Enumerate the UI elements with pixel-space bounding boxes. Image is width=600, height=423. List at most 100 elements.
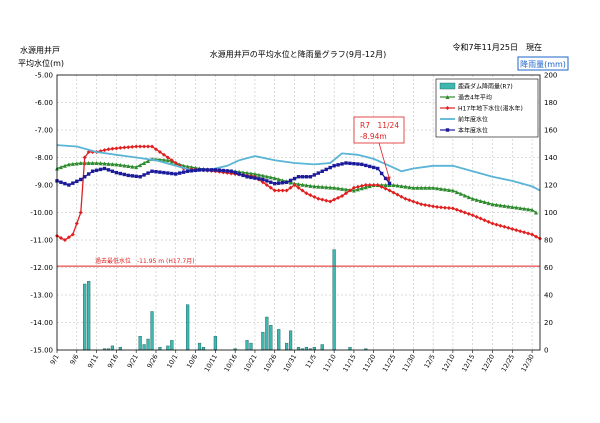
series-point [158,170,162,174]
series-point [336,163,340,167]
x-tick-label: 12/15 [460,353,476,373]
rainfall-bar [304,347,309,351]
series-point [462,210,467,215]
series-point [165,158,170,163]
left-tick-label: -6.00 [35,99,53,107]
series-point [74,161,79,166]
series-point [94,161,99,165]
series-point [359,186,364,191]
series-point [482,200,487,205]
series-square [55,161,392,187]
series-point [526,231,531,236]
series-point [205,168,210,172]
rainfall-bar [285,342,289,351]
series-point [445,128,450,132]
right-axis-label-box [517,56,569,71]
series-point [249,175,253,180]
series-point [165,155,170,160]
rainfall-bar [296,347,301,351]
callout-line2: -8.94m [360,132,387,141]
series-point [265,179,269,183]
series-point [130,144,135,149]
series-point [490,202,495,207]
series-point [506,225,511,230]
left-tick-label: -14.00 [30,319,53,327]
series-point [320,197,325,202]
series-point [162,170,166,175]
series-point [185,169,190,173]
series-point [70,161,75,166]
series-point [308,175,313,179]
series-point [256,172,261,177]
series-point [340,162,344,166]
callout-line1: R7 11/24 [360,121,399,130]
x-tick-label: 12/30 [520,353,536,373]
series-point [62,238,67,242]
series-point [118,171,123,176]
series-point [90,169,95,173]
series-point [332,185,337,190]
series-point [332,197,337,202]
series-point [494,202,499,207]
series-point [114,162,119,167]
series-point [442,187,447,192]
series-point [82,155,87,160]
series-point [102,148,107,153]
reference-line-group: 過去最低水位 -11.95 m (H17.7月) [57,257,540,267]
series-point [379,184,384,189]
legend-item: 過去4年平均 [440,94,492,102]
left-tick-label: -10.00 [30,209,53,217]
series-point [383,176,388,181]
series-point [245,175,249,179]
series-point [161,157,166,162]
x-tick-label: 10/6 [185,353,199,370]
series-point [498,223,503,228]
x-tick-label: 11/15 [341,353,357,373]
series-point [514,228,519,233]
series-point [312,184,317,189]
series-point [320,169,324,173]
right-tick-label: 200 [544,72,557,80]
series-point [237,172,241,176]
x-tick-label: 11/30 [401,353,417,373]
series-point [356,162,360,166]
series-point [445,106,450,110]
rainfall-bar [150,311,154,351]
series-point [482,218,487,223]
series-point [154,170,158,174]
series-point [403,196,408,201]
series-point [355,184,360,189]
x-tick-label: 12/20 [480,353,496,373]
callout-arrow [378,142,390,180]
x-tick-label: 10/1 [165,353,179,370]
series-point [478,216,483,221]
series-point [245,170,250,175]
series-point [344,161,348,165]
series-point [363,183,368,187]
series-point [138,144,143,149]
series-point [371,183,376,187]
series-point [79,177,83,182]
x-tick-label: 12/25 [500,353,516,373]
series-point [78,210,83,215]
rainfall-bar [87,281,91,351]
series-point [336,186,341,191]
series-point [138,175,142,179]
left-tick-label: -5.00 [35,72,53,80]
left-tick-label: -15.00 [30,347,53,355]
series-point [375,166,380,171]
series-point [178,171,182,175]
rainfall-bar [261,331,265,351]
rainfall-bar [166,345,170,351]
series-point [284,180,289,184]
series-point [59,180,63,184]
series-point [181,163,186,168]
series-point [439,186,444,191]
series-point [110,169,115,173]
series-point [83,175,87,179]
rainfall-bar [277,329,281,351]
series-point [502,203,507,208]
rainfall-bar [110,345,115,351]
series-point [445,95,450,99]
series-point [174,172,178,176]
